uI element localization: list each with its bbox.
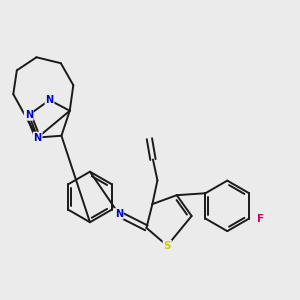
Text: N: N xyxy=(25,110,33,120)
Text: F: F xyxy=(257,214,264,224)
Text: N: N xyxy=(34,133,42,142)
Text: S: S xyxy=(164,241,171,251)
Text: N: N xyxy=(115,209,123,219)
Text: N: N xyxy=(46,95,54,105)
